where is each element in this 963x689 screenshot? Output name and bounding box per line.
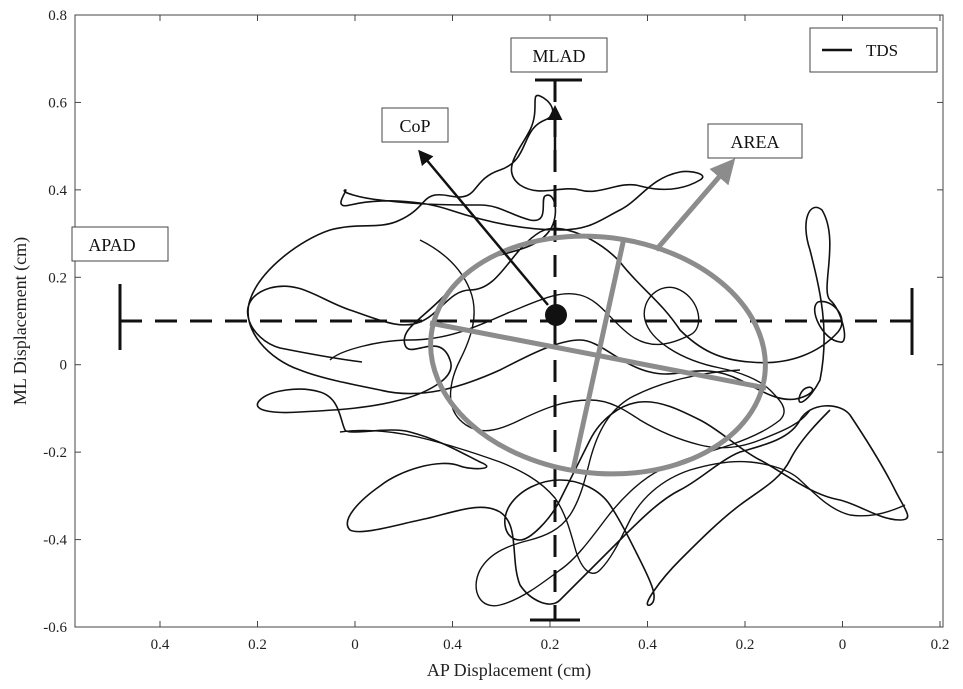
x-tick-label: 0.4 (443, 637, 462, 653)
y-axis-label: ML Displacement (cm) (10, 237, 31, 405)
y-axis: -0.6 -0.4 -0.2 0 0.2 0.4 0.6 0.8 (43, 8, 943, 636)
x-tick-label: 0.2 (931, 637, 950, 653)
mlad-label-box: MLAD (510, 37, 608, 73)
x-tick-label: 0 (351, 637, 359, 653)
sway-trace-tds-2 (329, 286, 785, 607)
area-label: AREA (731, 132, 780, 152)
y-tick-label: 0.8 (48, 8, 67, 24)
cop-label: CoP (399, 116, 430, 136)
sway-trace-tds-4 (419, 239, 811, 449)
x-axis: 0.4 0.2 0 0.4 0.2 0.4 0.2 0 0.2 (151, 15, 950, 653)
x-tick-label: 0 (839, 637, 847, 653)
x-axis-label: AP Displacement (cm) (427, 660, 591, 681)
ellipse-minor-axis (570, 237, 627, 471)
cop-label-box: CoP (381, 107, 449, 143)
area-arrow (654, 158, 736, 252)
y-tick-label: -0.2 (43, 445, 67, 461)
y-tick-label: 0.2 (48, 270, 67, 286)
area-ellipse (428, 233, 768, 477)
area-label-box: AREA (707, 123, 803, 159)
plot-frame (74, 14, 944, 628)
x-tick-label: 0.4 (638, 637, 657, 653)
x-tick-label: 0.4 (151, 637, 170, 653)
legend-label-tds: TDS (866, 41, 898, 60)
y-tick-label: 0 (60, 358, 68, 374)
x-tick-label: 0.2 (736, 637, 755, 653)
y-tick-label: 0.4 (48, 183, 67, 199)
sway-trace-tds-3 (339, 429, 906, 575)
cop-arrow (418, 149, 549, 306)
cop-point (545, 304, 567, 326)
y-tick-label: 0.6 (48, 95, 67, 111)
x-tick-label: 0.2 (541, 637, 560, 653)
area-ellipse-group (428, 233, 768, 477)
y-tick-label: -0.6 (43, 620, 67, 636)
y-tick-label: -0.4 (43, 533, 67, 549)
apad-label: APAD (88, 235, 135, 255)
apad-label-box: APAD (71, 226, 169, 262)
legend: TDS (809, 27, 938, 73)
sway-trace-tds (246, 94, 909, 606)
x-tick-label: 0.2 (248, 637, 267, 653)
mlad-label: MLAD (533, 46, 586, 66)
